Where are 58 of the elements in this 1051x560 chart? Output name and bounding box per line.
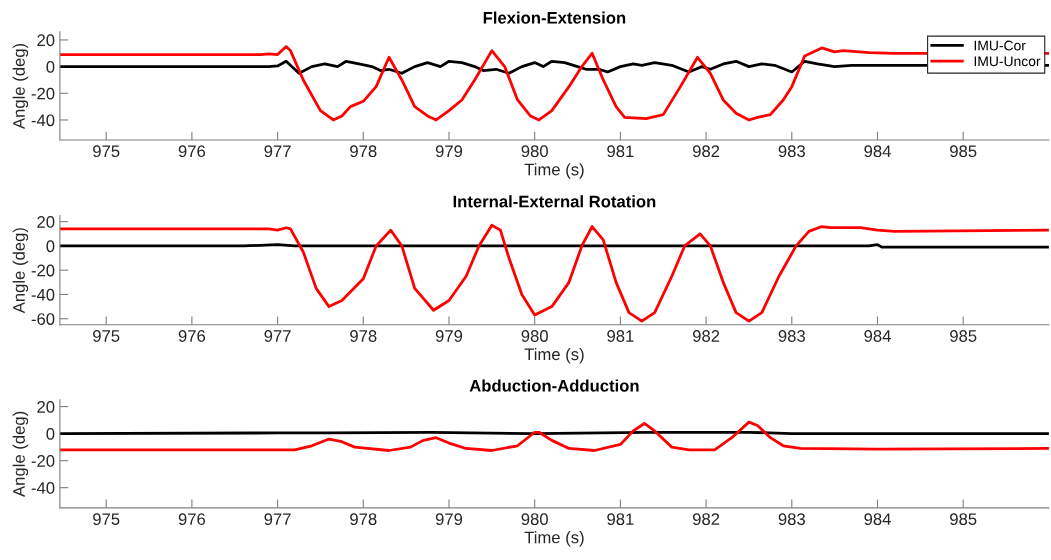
y-axis-title: Angle (deg): [12, 228, 29, 314]
x-tick-label: 981: [607, 330, 634, 342]
y-tick-label: -40: [31, 288, 55, 301]
chart-title: Abduction-Adduction: [469, 379, 639, 392]
y-tick-label: -20: [31, 264, 55, 277]
x-tick-label: 978: [350, 513, 377, 526]
y-axis-title: Angle (deg): [12, 43, 29, 130]
y-tick-label: -20: [31, 87, 55, 100]
x-tick-label: 980: [521, 513, 548, 526]
x-axis-title: Time (s): [524, 347, 584, 364]
x-tick-label: 976: [178, 513, 206, 526]
legend-label: IMU-Uncor: [974, 56, 1041, 67]
x-tick-label: 976: [178, 145, 206, 158]
x-tick-label: 981: [607, 145, 634, 158]
x-tick-label: 982: [692, 145, 720, 158]
x-tick-label: 980: [521, 145, 548, 158]
y-tick-label: 20: [37, 401, 55, 413]
x-tick-label: 983: [778, 513, 805, 526]
y-tick-label: 20: [37, 34, 55, 47]
x-tick-label: 975: [93, 330, 120, 342]
x-tick-label: 979: [435, 513, 463, 526]
y-axis-title: Angle (deg): [12, 411, 29, 497]
x-tick-label: 984: [864, 330, 891, 342]
y-tick-label: 20: [37, 216, 55, 228]
x-tick-label: 975: [93, 513, 120, 526]
x-tick-label: 984: [864, 513, 891, 526]
x-tick-label: 977: [264, 330, 291, 342]
x-tick-label: 975: [93, 145, 120, 158]
chart-title: Internal-External Rotation: [453, 195, 656, 208]
x-tick-label: 981: [607, 513, 634, 526]
x-tick-label: 985: [950, 330, 977, 342]
x-tick-label: 985: [950, 145, 977, 158]
y-tick-label: -40: [31, 482, 55, 494]
x-tick-label: 977: [264, 513, 291, 526]
line-series: [59, 420, 1049, 452]
x-tick-label: 979: [435, 330, 463, 342]
y-tick-label: 0: [46, 61, 55, 73]
x-tick-label: 983: [778, 145, 805, 158]
y-tick-label: 0: [46, 428, 55, 440]
x-tick-label: 978: [350, 330, 377, 342]
y-tick-label: -40: [31, 114, 55, 127]
y-tick-label: -60: [31, 313, 55, 325]
x-tick-label: 977: [264, 145, 291, 158]
x-tick-label: 979: [435, 145, 463, 158]
x-tick-label: 984: [864, 145, 891, 158]
x-tick-label: 978: [350, 145, 377, 158]
x-tick-label: 980: [521, 330, 548, 342]
chart-title: Flexion-Extension: [483, 11, 626, 24]
x-axis-title: Time (s): [524, 531, 584, 547]
y-tick-label: -20: [31, 455, 55, 467]
y-tick-label: 0: [46, 240, 55, 253]
x-axis-title: Time (s): [524, 163, 584, 179]
x-tick-label: 985: [950, 513, 977, 526]
x-tick-label: 982: [692, 513, 720, 526]
legend-label: IMU-Cor: [974, 40, 1026, 51]
x-tick-label: 983: [778, 330, 805, 342]
x-tick-label: 982: [692, 330, 720, 342]
x-tick-label: 976: [178, 330, 206, 342]
